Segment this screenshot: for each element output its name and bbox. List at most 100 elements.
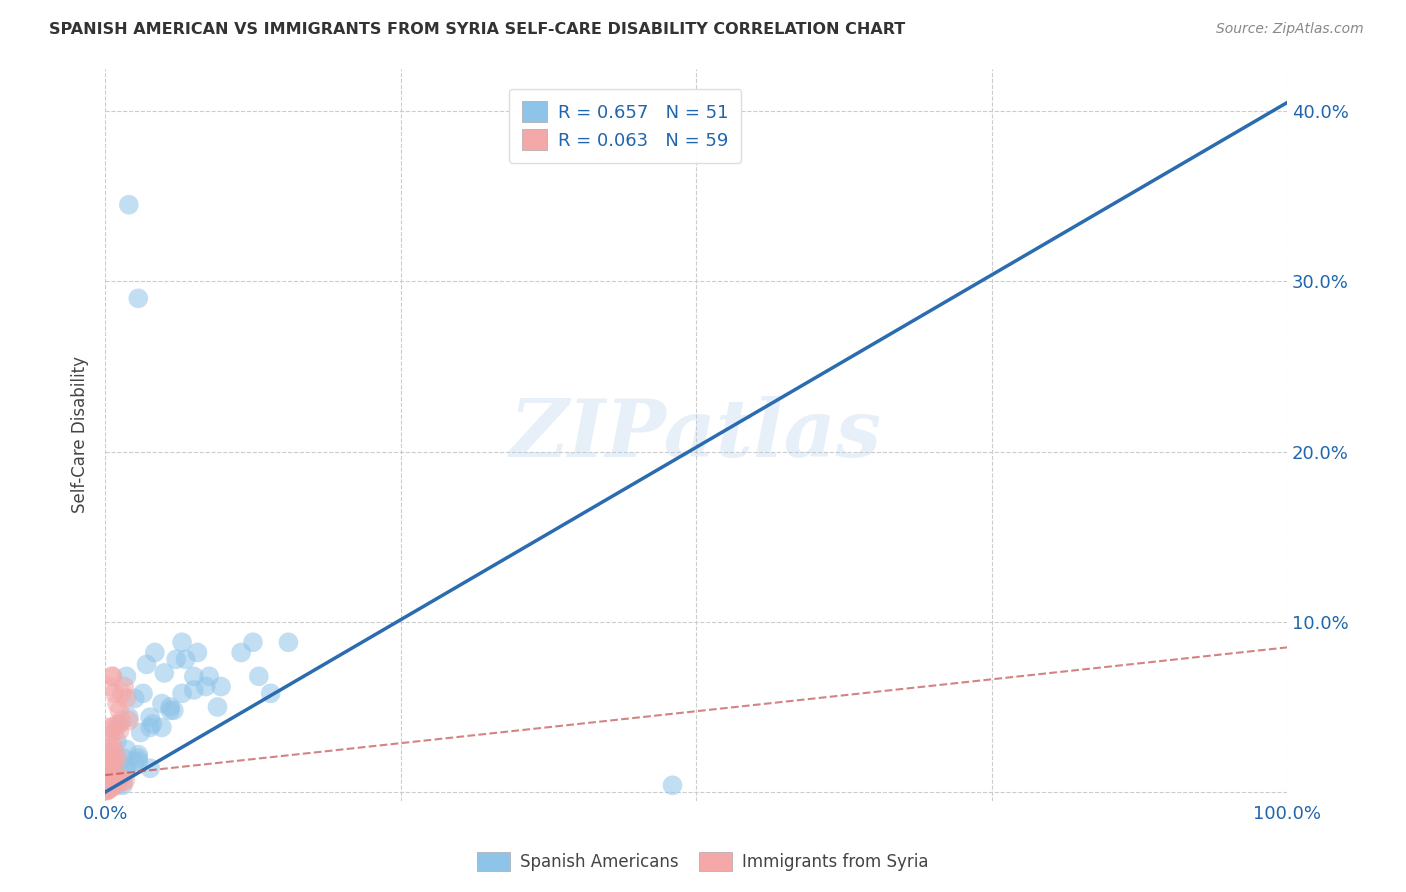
Point — [132, 686, 155, 700]
Point — [242, 635, 264, 649]
Point — [97, 781, 120, 796]
Point — [115, 761, 138, 775]
Point — [194, 680, 217, 694]
Point — [139, 761, 162, 775]
Point — [165, 652, 187, 666]
Point — [111, 686, 134, 700]
Point — [127, 747, 149, 762]
Point — [101, 669, 124, 683]
Point — [108, 703, 131, 717]
Point — [104, 723, 127, 738]
Point — [96, 781, 118, 796]
Point — [105, 697, 128, 711]
Point — [170, 686, 193, 700]
Point — [150, 720, 173, 734]
Legend: Spanish Americans, Immigrants from Syria: Spanish Americans, Immigrants from Syria — [468, 843, 938, 880]
Point — [115, 742, 138, 756]
Point — [139, 720, 162, 734]
Point — [104, 768, 127, 782]
Point — [100, 778, 122, 792]
Point — [107, 773, 129, 788]
Point — [96, 783, 118, 797]
Legend: R = 0.657   N = 51, R = 0.063   N = 59: R = 0.657 N = 51, R = 0.063 N = 59 — [509, 88, 741, 162]
Point — [96, 781, 118, 796]
Point — [105, 717, 128, 731]
Point — [127, 755, 149, 769]
Point — [127, 751, 149, 765]
Point — [100, 775, 122, 789]
Point — [100, 755, 122, 769]
Point — [124, 755, 146, 769]
Point — [96, 775, 118, 789]
Point — [183, 669, 205, 683]
Point — [97, 775, 120, 789]
Point — [101, 669, 124, 683]
Point — [105, 751, 128, 765]
Point — [129, 725, 152, 739]
Point — [112, 680, 135, 694]
Point — [101, 751, 124, 765]
Point — [97, 780, 120, 794]
Point — [111, 768, 134, 782]
Point — [141, 717, 163, 731]
Point — [150, 697, 173, 711]
Point — [209, 680, 232, 694]
Point — [108, 717, 131, 731]
Point — [104, 778, 127, 792]
Point — [104, 686, 127, 700]
Point — [153, 665, 176, 680]
Point — [143, 645, 166, 659]
Point — [124, 691, 146, 706]
Point — [260, 686, 283, 700]
Point — [96, 772, 118, 786]
Point — [96, 783, 118, 797]
Point — [97, 776, 120, 790]
Point — [97, 720, 120, 734]
Point — [159, 700, 181, 714]
Point — [229, 645, 252, 659]
Point — [661, 778, 683, 792]
Point — [139, 710, 162, 724]
Point — [97, 747, 120, 762]
Point — [118, 710, 141, 724]
Point — [104, 757, 127, 772]
Point — [114, 773, 136, 788]
Point — [97, 757, 120, 772]
Point — [111, 751, 134, 765]
Point — [110, 772, 132, 786]
Point — [101, 738, 124, 752]
Point — [198, 669, 221, 683]
Point — [98, 778, 121, 792]
Point — [115, 691, 138, 706]
Point — [135, 657, 157, 672]
Point — [174, 652, 197, 666]
Point — [111, 778, 134, 792]
Point — [96, 778, 118, 792]
Point — [111, 714, 134, 728]
Point — [104, 744, 127, 758]
Point — [247, 669, 270, 683]
Point — [103, 776, 125, 790]
Point — [170, 635, 193, 649]
Text: SPANISH AMERICAN VS IMMIGRANTS FROM SYRIA SELF-CARE DISABILITY CORRELATION CHART: SPANISH AMERICAN VS IMMIGRANTS FROM SYRI… — [49, 22, 905, 37]
Point — [97, 772, 120, 786]
Point — [105, 734, 128, 748]
Point — [111, 775, 134, 789]
Point — [98, 680, 121, 694]
Point — [98, 781, 121, 796]
Point — [118, 198, 141, 212]
Point — [277, 635, 299, 649]
Point — [97, 783, 120, 797]
Point — [127, 291, 149, 305]
Point — [186, 645, 208, 659]
Point — [207, 700, 229, 714]
Point — [104, 775, 127, 789]
Point — [183, 682, 205, 697]
Text: ZIPatlas: ZIPatlas — [510, 396, 882, 474]
Point — [97, 761, 120, 775]
Point — [105, 778, 128, 792]
Point — [97, 768, 120, 782]
Y-axis label: Self-Care Disability: Self-Care Disability — [72, 356, 89, 513]
Point — [101, 720, 124, 734]
Point — [108, 723, 131, 738]
